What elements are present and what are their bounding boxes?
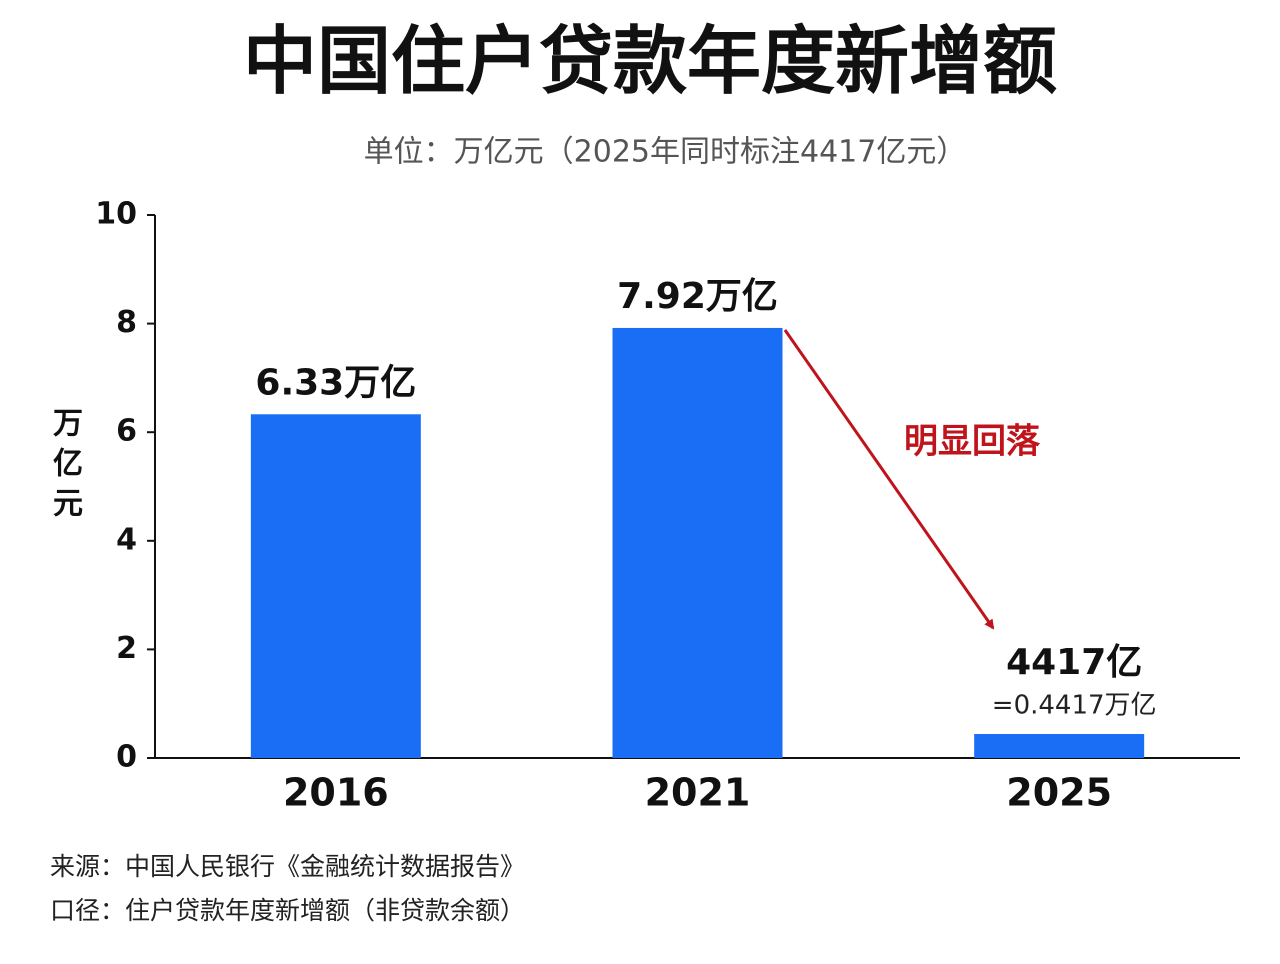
- subtitle: 单位：万亿元（2025年同时标注4417亿元）: [364, 135, 967, 170]
- bar: [612, 327, 783, 758]
- annotation: 明显回落: [904, 422, 1041, 462]
- y-tick-label: 10: [95, 197, 137, 232]
- data-label: 4417亿: [1006, 642, 1142, 683]
- bar: [250, 414, 421, 758]
- y-tick-label: 4: [116, 522, 137, 557]
- y-tick-label: 2: [116, 631, 137, 666]
- annotation: =0.4417万亿: [992, 691, 1157, 721]
- y-tick-label: 8: [116, 305, 137, 340]
- arrow: [783, 329, 995, 630]
- footnote: 口径：住户贷款年度新增额（非贷款余额）: [50, 896, 525, 925]
- y-axis-label: 亿: [53, 447, 83, 482]
- x-tick-label: 2025: [1006, 771, 1112, 815]
- data-label: 6.33万亿: [255, 362, 416, 403]
- chart-title: 中国住户贷款年度新增额: [243, 19, 1057, 105]
- x-tick-label: 2021: [645, 771, 751, 815]
- footnote: 来源：中国人民银行《金融统计数据报告》: [50, 852, 525, 881]
- x-tick-label: 2016: [283, 771, 389, 815]
- y-tick-label: 0: [116, 740, 137, 775]
- bar: [974, 734, 1145, 758]
- y-axis-label: 元: [53, 487, 83, 522]
- y-axis-label: 万: [53, 407, 83, 442]
- y-tick-label: 6: [116, 414, 137, 449]
- data-label: 7.92万亿: [617, 276, 778, 317]
